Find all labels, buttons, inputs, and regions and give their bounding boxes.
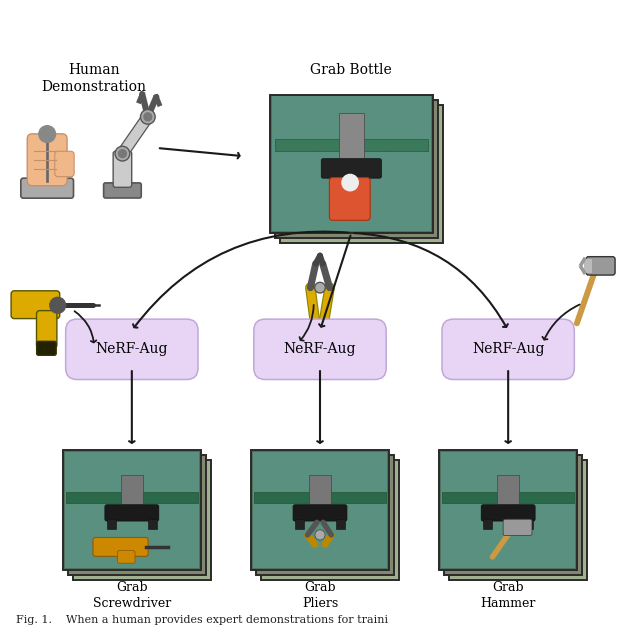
FancyBboxPatch shape xyxy=(444,455,582,575)
FancyBboxPatch shape xyxy=(120,475,143,513)
FancyBboxPatch shape xyxy=(251,450,389,569)
Circle shape xyxy=(315,282,325,293)
FancyBboxPatch shape xyxy=(270,94,433,233)
FancyBboxPatch shape xyxy=(148,519,157,528)
FancyBboxPatch shape xyxy=(254,319,386,379)
Text: Fig. 1.    When a human provides expert demonstrations for traini: Fig. 1. When a human provides expert dem… xyxy=(16,615,388,625)
FancyBboxPatch shape xyxy=(36,311,57,348)
FancyBboxPatch shape xyxy=(330,178,370,220)
FancyBboxPatch shape xyxy=(107,519,116,528)
Text: Grab
Screwdriver: Grab Screwdriver xyxy=(93,581,171,610)
Circle shape xyxy=(118,150,126,157)
FancyBboxPatch shape xyxy=(11,291,60,318)
Text: NeRF-Aug: NeRF-Aug xyxy=(472,342,545,356)
FancyBboxPatch shape xyxy=(63,450,201,569)
FancyBboxPatch shape xyxy=(73,460,211,580)
FancyBboxPatch shape xyxy=(584,259,592,273)
Text: Grab
Hammer: Grab Hammer xyxy=(481,581,536,610)
FancyBboxPatch shape xyxy=(497,475,520,513)
FancyBboxPatch shape xyxy=(449,460,587,580)
FancyBboxPatch shape xyxy=(117,551,135,563)
FancyBboxPatch shape xyxy=(295,519,305,528)
FancyBboxPatch shape xyxy=(481,505,535,521)
FancyBboxPatch shape xyxy=(321,159,381,178)
FancyBboxPatch shape xyxy=(336,519,345,528)
Circle shape xyxy=(141,110,155,124)
Circle shape xyxy=(144,113,152,121)
FancyBboxPatch shape xyxy=(21,178,74,198)
FancyBboxPatch shape xyxy=(442,492,574,503)
Circle shape xyxy=(50,297,66,313)
FancyBboxPatch shape xyxy=(339,114,364,164)
FancyBboxPatch shape xyxy=(55,152,74,177)
Text: NeRF-Aug: NeRF-Aug xyxy=(95,342,168,356)
FancyBboxPatch shape xyxy=(524,519,533,528)
FancyBboxPatch shape xyxy=(113,151,132,187)
Circle shape xyxy=(342,175,358,191)
Text: Grab
Pliers: Grab Pliers xyxy=(302,581,338,610)
FancyBboxPatch shape xyxy=(261,460,399,580)
FancyBboxPatch shape xyxy=(280,105,443,243)
Text: NeRF-Aug: NeRF-Aug xyxy=(284,342,356,356)
FancyBboxPatch shape xyxy=(65,452,199,568)
Text: Human
Demonstration: Human Demonstration xyxy=(42,63,147,94)
FancyBboxPatch shape xyxy=(254,492,386,503)
FancyBboxPatch shape xyxy=(105,505,159,521)
FancyBboxPatch shape xyxy=(308,475,332,513)
FancyBboxPatch shape xyxy=(36,342,56,355)
FancyBboxPatch shape xyxy=(275,139,428,151)
FancyBboxPatch shape xyxy=(66,492,198,503)
FancyBboxPatch shape xyxy=(483,519,493,528)
FancyBboxPatch shape xyxy=(586,257,615,275)
FancyBboxPatch shape xyxy=(68,455,206,575)
FancyBboxPatch shape xyxy=(503,519,532,535)
Circle shape xyxy=(39,126,56,143)
FancyBboxPatch shape xyxy=(104,183,141,198)
FancyBboxPatch shape xyxy=(275,100,438,238)
FancyBboxPatch shape xyxy=(253,452,387,568)
Circle shape xyxy=(315,530,325,540)
FancyBboxPatch shape xyxy=(441,452,575,568)
FancyBboxPatch shape xyxy=(439,450,577,569)
FancyBboxPatch shape xyxy=(272,96,431,231)
FancyBboxPatch shape xyxy=(442,319,574,379)
FancyBboxPatch shape xyxy=(256,455,394,575)
Text: Grab Bottle: Grab Bottle xyxy=(310,63,392,77)
FancyBboxPatch shape xyxy=(293,505,347,521)
FancyBboxPatch shape xyxy=(66,319,198,379)
Circle shape xyxy=(115,146,130,161)
FancyBboxPatch shape xyxy=(93,537,148,557)
FancyBboxPatch shape xyxy=(28,134,67,186)
